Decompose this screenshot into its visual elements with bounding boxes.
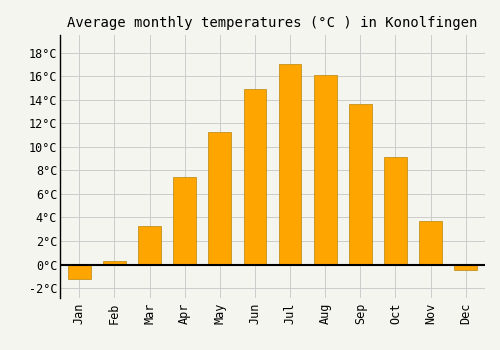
Bar <box>454 265 477 271</box>
Bar <box>419 221 442 265</box>
Bar <box>349 104 372 265</box>
Bar <box>174 177 196 265</box>
Bar <box>384 158 407 265</box>
Bar <box>244 89 266 265</box>
Bar <box>278 64 301 265</box>
Title: Average monthly temperatures (°C ) in Konolfingen: Average monthly temperatures (°C ) in Ko… <box>68 16 478 30</box>
Bar <box>314 75 336 265</box>
Bar <box>103 261 126 265</box>
Bar <box>208 132 231 265</box>
Bar <box>68 265 90 279</box>
Bar <box>138 226 161 265</box>
